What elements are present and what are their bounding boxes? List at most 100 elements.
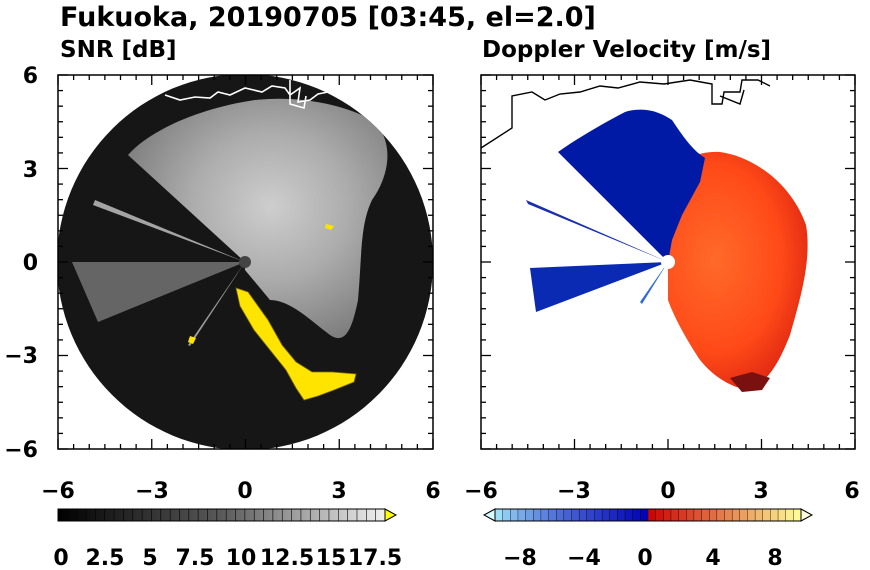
doppler-colorbar-extend-min	[482, 508, 496, 522]
snr-radar-center	[239, 256, 251, 268]
doppler-colorbar-segment	[617, 508, 626, 522]
snr-plot-area	[58, 75, 433, 449]
doppler-colorbar-segment	[770, 508, 779, 522]
snr-high-band	[235, 287, 357, 401]
snr-colorbar-label: 5	[142, 546, 157, 570]
doppler-panel: Doppler Velocity [m/s] −6 −3 0 3 6	[464, 37, 860, 570]
doppler-colorbar-segment	[578, 508, 588, 522]
doppler-colorbar-segment	[724, 508, 733, 522]
doppler-colorbar-segment	[502, 508, 511, 522]
doppler-colorbar-segment	[762, 508, 771, 522]
snr-ytick-label: 3	[23, 158, 38, 183]
doppler-colorbar-segment	[793, 508, 802, 522]
snr-xtick-label: 0	[237, 479, 252, 504]
doppler-beam-streak-south	[640, 262, 668, 304]
snr-colorbar-label: 17.5	[348, 546, 402, 570]
doppler-colorbar-segment	[640, 508, 649, 522]
snr-colorbar-label: 2.5	[86, 546, 125, 570]
snr-panel: SNR [dB] 6 3	[4, 37, 440, 570]
snr-colorbar-label: 10	[226, 546, 257, 570]
snr-xtick-label: 3	[331, 479, 346, 504]
snr-colorbar-label: 7.5	[176, 546, 215, 570]
doppler-colorbar-label: 8	[767, 546, 782, 570]
doppler-colorbar-segment	[525, 508, 534, 522]
doppler-colorbar-segment	[571, 508, 580, 522]
snr-colorbar-label: 0	[53, 546, 68, 570]
snr-ytick-label: −6	[4, 438, 38, 463]
doppler-colorbar-segment	[632, 508, 641, 522]
doppler-west-sector	[530, 262, 668, 312]
doppler-colorbar-segment	[601, 508, 611, 522]
snr-echo-region	[128, 98, 388, 339]
snr-beam-streak-south	[188, 262, 245, 346]
snr-panel-title: SNR [dB]	[60, 37, 177, 63]
snr-xtick-label: 6	[425, 479, 440, 504]
snr-coastline	[164, 80, 329, 110]
doppler-colorbar-segment	[540, 508, 550, 522]
doppler-coastline	[481, 79, 771, 149]
doppler-colorbar-extend-max	[800, 508, 814, 522]
doppler-panel-title: Doppler Velocity [m/s]	[482, 37, 771, 63]
doppler-xtick-label: −3	[557, 479, 591, 504]
doppler-colorbar-segment	[624, 508, 634, 522]
doppler-colorbar-segment	[716, 508, 725, 522]
doppler-colorbar-segment	[739, 508, 748, 522]
snr-xtick-label: −6	[41, 479, 75, 504]
doppler-colorbar-segment	[548, 508, 557, 522]
snr-colorbar	[57, 508, 398, 522]
doppler-colorbar-segment	[663, 508, 672, 522]
doppler-colorbar-segment	[777, 508, 787, 522]
figure-title: Fukuoka, 20190705 [03:45, el=2.0]	[60, 2, 596, 33]
doppler-xtick-label: −6	[464, 479, 498, 504]
snr-xtick-label: −3	[135, 479, 169, 504]
doppler-colorbar-segment	[693, 508, 703, 522]
snr-colorbar-ramp	[57, 508, 386, 522]
doppler-colorbar-segment	[594, 508, 603, 522]
doppler-colorbar-segment	[586, 508, 595, 522]
doppler-xtick-label: 6	[844, 479, 859, 504]
doppler-colorbar-label: 4	[705, 546, 720, 570]
doppler-colorbar-label: −8	[503, 546, 537, 570]
doppler-colorbar-segment	[709, 508, 718, 522]
doppler-plot-area	[481, 79, 808, 392]
doppler-colorbar-segment	[510, 508, 519, 522]
snr-colorbar-label: 12.5	[260, 546, 314, 570]
doppler-beam-streak	[526, 200, 668, 262]
doppler-colorbar-segment	[731, 508, 741, 522]
doppler-colorbar-segment	[678, 508, 687, 522]
doppler-colorbar-segment	[785, 508, 794, 522]
doppler-colorbar-segment	[494, 508, 504, 522]
doppler-colorbar-segment	[670, 508, 680, 522]
doppler-colorbar-segment	[533, 508, 542, 522]
doppler-negative-region	[558, 109, 705, 262]
snr-high-speck-2	[325, 224, 334, 230]
doppler-colorbar-segment	[655, 508, 664, 522]
snr-beam-streak	[93, 200, 245, 262]
snr-axis-ticks	[57, 74, 434, 450]
doppler-xtick-label: 3	[753, 479, 768, 504]
doppler-colorbar	[482, 508, 814, 522]
snr-west-sector	[72, 262, 245, 322]
doppler-colorbar-label: −4	[567, 546, 601, 570]
doppler-colorbar-segment	[517, 508, 527, 522]
doppler-colorbar-segment	[556, 508, 565, 522]
doppler-colorbar-segment	[647, 508, 657, 522]
doppler-colorbar-segment	[609, 508, 618, 522]
snr-ytick-label: 0	[23, 251, 38, 276]
doppler-xtick-label: 0	[660, 479, 675, 504]
doppler-colorbar-label: 0	[637, 546, 652, 570]
doppler-colorbar-segment	[563, 508, 572, 522]
snr-ytick-label: −3	[4, 344, 38, 369]
snr-ytick-label: 6	[23, 64, 38, 89]
doppler-colorbar-segment	[747, 508, 756, 522]
snr-colorbar-extend-max	[384, 508, 398, 522]
doppler-radar-center	[661, 255, 675, 269]
snr-high-speck	[188, 336, 196, 344]
snr-colorbar-label: 15	[316, 546, 347, 570]
doppler-axis-ticks	[480, 74, 856, 450]
doppler-colorbar-segment	[701, 508, 710, 522]
doppler-colorbar-segment	[686, 508, 695, 522]
doppler-edge-fringe	[730, 372, 770, 392]
doppler-colorbar-segment	[754, 508, 764, 522]
